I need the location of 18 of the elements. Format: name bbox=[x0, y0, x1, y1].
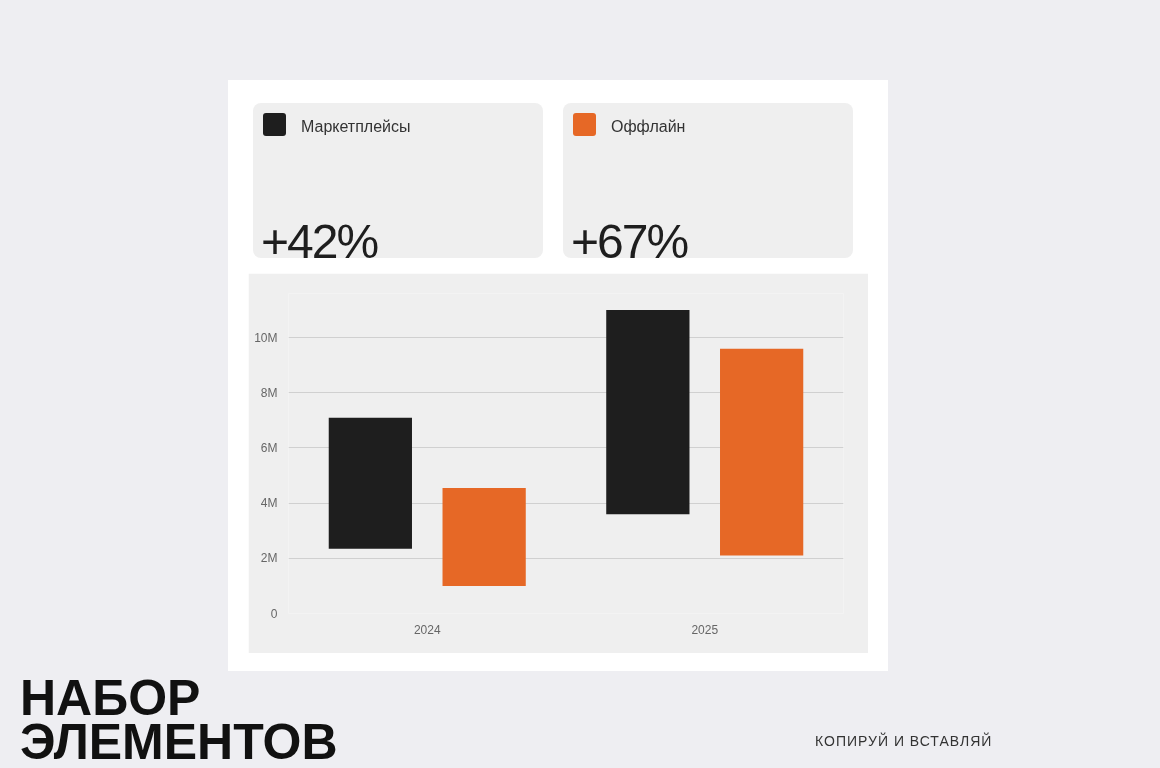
y-tick-label: 2M bbox=[260, 551, 278, 566]
legend-label: Маркетплейсы bbox=[301, 117, 411, 137]
y-tick-label: 10M bbox=[254, 330, 278, 345]
text: +42% bbox=[261, 214, 378, 270]
text: +67% bbox=[571, 214, 688, 270]
text: НАБОР ЭЛЕМЕНТОВ bbox=[20, 670, 339, 768]
bar bbox=[720, 348, 804, 556]
y-tick-label: 8M bbox=[260, 385, 278, 400]
bar bbox=[606, 310, 690, 515]
bar bbox=[442, 487, 526, 586]
x-tick-label: 2024 bbox=[413, 622, 441, 637]
x-tick-label: 2025 bbox=[691, 622, 719, 637]
bar bbox=[328, 417, 412, 549]
y-tick-label: 0 bbox=[270, 606, 278, 621]
y-tick-label: 4M bbox=[260, 496, 278, 511]
legend-label: Оффлайн bbox=[611, 117, 686, 137]
text: КОПИРУЙ И ВСТАВЛЯЙ bbox=[815, 731, 993, 751]
y-tick-label: 6M bbox=[260, 440, 278, 455]
